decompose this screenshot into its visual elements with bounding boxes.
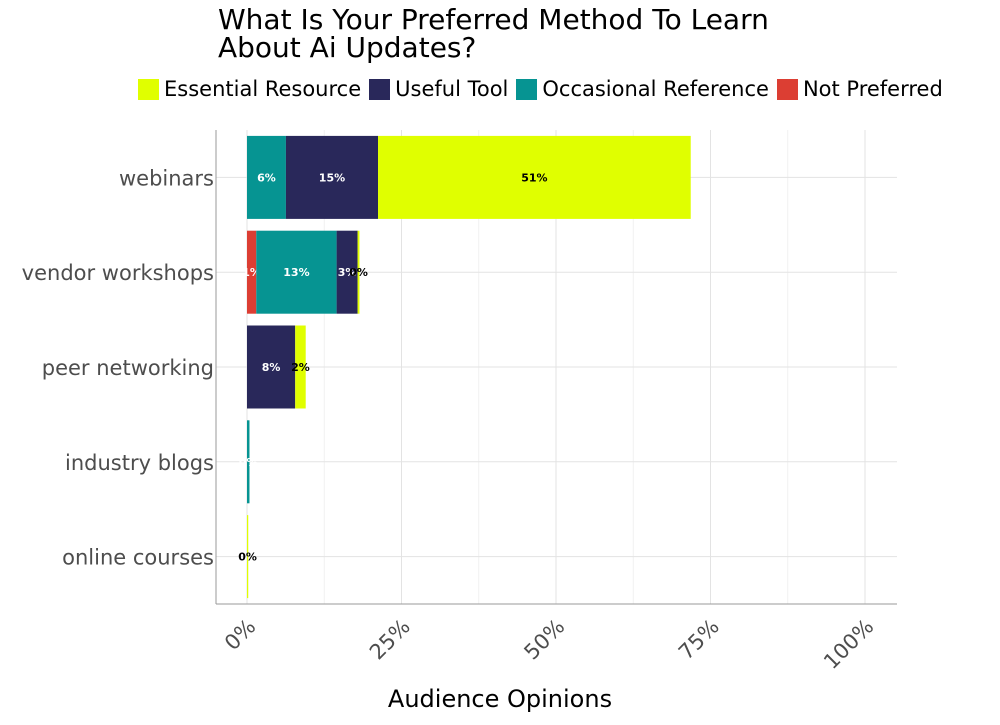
x-tick-label-3: 75% — [674, 614, 724, 664]
legend-item-essential-resource: Essential Resource — [138, 77, 361, 101]
bar-label-webinars-useful-tool: 15% — [319, 171, 345, 184]
bar-online-courses-essential-resource — [247, 515, 249, 599]
bar-label-vendor-workshops-essential-resource: 0% — [349, 266, 368, 279]
x-tick-label-2: 50% — [519, 614, 569, 664]
x-tick-label-1: 25% — [365, 614, 415, 664]
x-tick-label-0: 0% — [220, 614, 261, 655]
bar-label-industry-blogs-occasional-reference: 0% — [239, 456, 258, 469]
chart-title: What Is Your Preferred Method To Learn A… — [218, 6, 769, 62]
bar-webinars-occasional-reference — [247, 135, 286, 219]
legend-label-essential-resource: Essential Resource — [164, 77, 362, 101]
bar-peer-networking-useful-tool — [247, 325, 296, 409]
y-tick-label-vendor-workshops: vendor workshops — [22, 261, 214, 285]
bar-vendor-workshops-essential-resource — [357, 230, 360, 314]
legend-item-useful-tool: Useful Tool — [369, 77, 508, 101]
legend-swatch-useful-tool — [369, 78, 391, 100]
y-tick-label-industry-blogs: industry blogs — [65, 451, 214, 475]
legend-swatch-occasional-reference — [516, 78, 538, 100]
bar-label-webinars-essential-resource: 51% — [521, 171, 547, 184]
bar-webinars-useful-tool — [285, 135, 379, 219]
legend-label-not-preferred: Not Preferred — [802, 77, 943, 101]
legend-label-occasional-reference: Occasional Reference — [542, 77, 769, 101]
y-tick-label-peer-networking: peer networking — [42, 356, 214, 380]
bar-label-vendor-workshops-occasional-reference: 13% — [283, 266, 309, 279]
chart-title-line-2: About Ai Updates? — [218, 31, 477, 64]
bar-industry-blogs-occasional-reference — [247, 420, 250, 504]
legend: Essential Resource Useful Tool Occasiona… — [138, 77, 951, 101]
bar-label-webinars-occasional-reference: 6% — [257, 171, 276, 184]
bar-webinars-essential-resource — [378, 135, 691, 219]
bar-vendor-workshops-not-preferred — [247, 230, 257, 314]
bar-label-peer-networking-useful-tool: 8% — [262, 361, 281, 374]
bar-peer-networking-essential-resource — [295, 325, 306, 409]
legend-item-occasional-reference: Occasional Reference — [516, 77, 769, 101]
legend-label-useful-tool: Useful Tool — [395, 77, 509, 101]
legend-item-not-preferred: Not Preferred — [776, 77, 943, 101]
y-tick-label-online-courses: online courses — [62, 546, 214, 570]
bar-label-peer-networking-essential-resource: 2% — [291, 361, 310, 374]
x-axis-title: Audience Opinions — [387, 685, 613, 713]
bar-label-vendor-workshops-useful-tool: 3% — [338, 266, 357, 279]
bar-label-online-courses-essential-resource: 0% — [238, 551, 257, 564]
y-tick-label-webinars: webinars — [119, 166, 214, 190]
legend-swatch-not-preferred — [776, 78, 798, 100]
x-tick-label-4: 100% — [819, 614, 878, 673]
bar-vendor-workshops-useful-tool — [336, 230, 358, 314]
chart-title-line-1: What Is Your Preferred Method To Learn — [218, 3, 769, 36]
bar-vendor-workshops-occasional-reference — [256, 230, 337, 314]
legend-swatch-essential-resource — [138, 78, 159, 100]
